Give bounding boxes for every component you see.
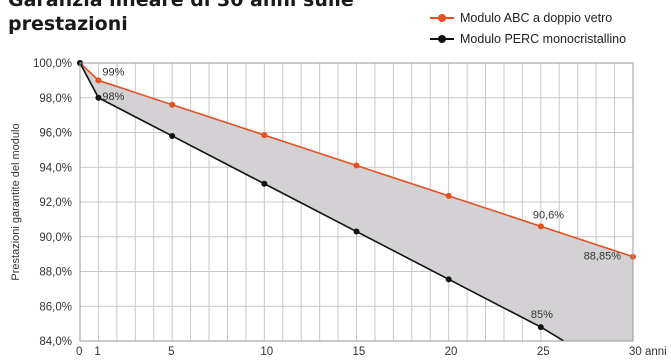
- series-1-point: [95, 94, 102, 101]
- data-label: 88,85%: [584, 251, 622, 263]
- area-between-series: [80, 63, 633, 341]
- data-labels: 99% 98% 90,6% 88,85% 85%: [102, 66, 621, 321]
- legend-marker-perc: [430, 33, 454, 45]
- legend-label-perc: Modulo PERC monocristallino: [460, 32, 627, 46]
- series-0-point: [537, 223, 544, 230]
- y-tick-label: 100,0%: [33, 58, 72, 70]
- series-0-point: [353, 162, 360, 169]
- data-label: 85%: [531, 309, 553, 321]
- data-label: 98%: [102, 91, 124, 103]
- x-tick-label: 15: [353, 346, 366, 358]
- y-tick-label: 94,0%: [39, 162, 72, 174]
- series-0-point: [445, 192, 452, 199]
- y-tick-label: 98,0%: [39, 93, 72, 105]
- series-1-point: [169, 132, 176, 139]
- series-1-point: [445, 276, 452, 283]
- y-tick-label: 88,0%: [39, 267, 72, 279]
- series-1-point: [353, 228, 360, 235]
- legend-item-perc: Modulo PERC monocristallino: [430, 30, 626, 48]
- legend-label-abc: Modulo ABC a doppio vetro: [460, 11, 613, 25]
- series-0-point: [169, 101, 176, 108]
- series-0-point: [95, 77, 102, 84]
- data-label: 90,6%: [533, 209, 564, 221]
- data-label: 99%: [102, 66, 124, 78]
- x-tick-label: 1: [94, 346, 100, 358]
- axes: 84,0% 86,0% 88,0% 90,0% 92,0% 94,0% 96,0% 98,0%…: [33, 58, 667, 358]
- chart-title: Garanzia lineare di 30 anni sulle presta…: [8, 0, 354, 35]
- x-tick-label: 25: [537, 346, 550, 358]
- x-tick-label: 5: [168, 346, 174, 358]
- series-1-point: [261, 180, 268, 187]
- x-tick-label: 30 anni: [629, 346, 667, 358]
- legend-item-abc: Modulo ABC a doppio vetro: [430, 9, 612, 27]
- series-1-point: [537, 324, 544, 331]
- fill-between-area: [80, 63, 633, 341]
- series-0-point: [261, 132, 268, 139]
- x-tick-label: 20: [445, 346, 458, 358]
- plot-frame: [79, 62, 634, 342]
- y-tick-label: 86,0%: [39, 301, 72, 313]
- y-tick-label: 92,0%: [39, 197, 72, 209]
- y-tick-label: 84,0%: [39, 336, 72, 348]
- series-line-1: [80, 63, 565, 341]
- series-line-0: [80, 63, 633, 258]
- y-tick-label: 96,0%: [39, 128, 72, 140]
- legend-marker-abc: [430, 12, 454, 24]
- series-lines: [80, 63, 633, 341]
- x-tick-label: 0: [76, 346, 82, 358]
- series-points: [77, 60, 636, 331]
- y-tick-label: 90,0%: [39, 232, 72, 244]
- y-axis-title: Prestazioni garantite del modulo: [10, 123, 22, 280]
- x-tick-label: 10: [260, 346, 273, 358]
